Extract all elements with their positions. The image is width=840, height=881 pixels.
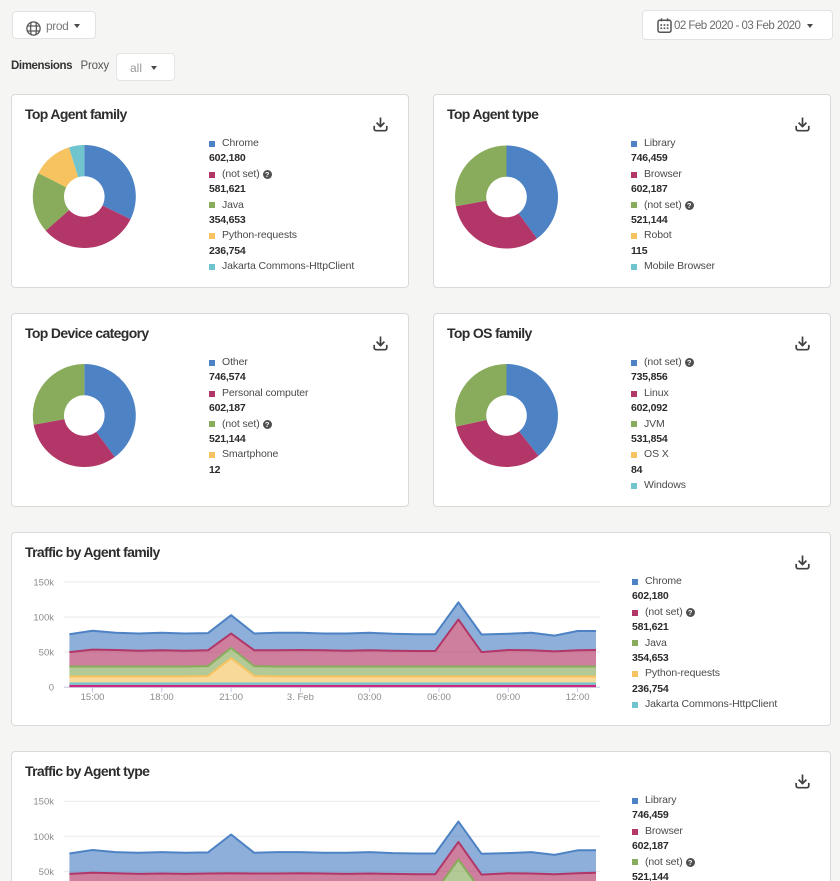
svg-text:50k: 50k (39, 867, 55, 878)
svg-text:12:00: 12:00 (566, 692, 590, 703)
svg-text:3. Feb: 3. Feb (287, 692, 314, 703)
svg-text:03:00: 03:00 (358, 692, 382, 703)
svg-text:06:00: 06:00 (427, 692, 451, 703)
svg-text:15:00: 15:00 (81, 692, 105, 703)
svg-text:0: 0 (49, 683, 54, 694)
svg-text:18:00: 18:00 (150, 692, 174, 703)
svg-text:21:00: 21:00 (219, 692, 243, 703)
svg-text:150k: 150k (33, 797, 54, 808)
svg-text:50k: 50k (39, 648, 55, 659)
svg-text:09:00: 09:00 (496, 692, 520, 703)
svg-text:100k: 100k (33, 832, 54, 843)
svg-text:100k: 100k (33, 613, 54, 624)
svg-text:150k: 150k (33, 577, 54, 588)
